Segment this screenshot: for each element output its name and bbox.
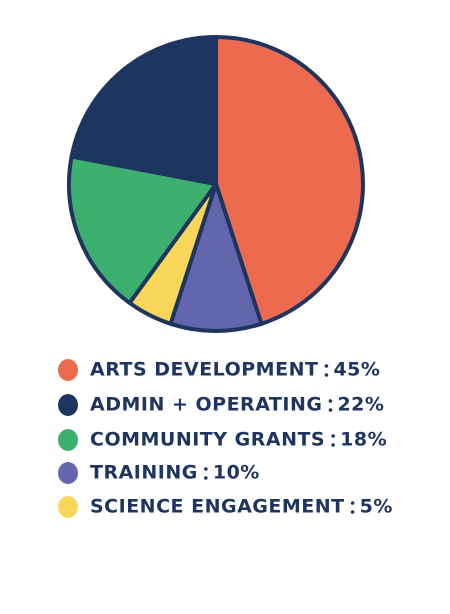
legend-value: 10%: [213, 462, 260, 484]
legend-label: ARTS DEVELOPMENT: [90, 359, 318, 381]
legend-label: SCIENCE ENGAGEMENT: [90, 496, 345, 518]
legend-colon: [331, 443, 335, 447]
legend-colon: [350, 510, 355, 514]
legend-colon: [328, 399, 333, 403]
legend-value: 22%: [337, 394, 384, 416]
legend-label: COMMUNITY GRANTS: [90, 429, 325, 451]
legend-colon: [328, 408, 333, 412]
legend-value: 45%: [333, 359, 380, 381]
legend-value: 5%: [360, 496, 393, 518]
pie-slice: [69, 35, 218, 186]
legend-swatch: [58, 429, 78, 451]
legend-colon: [324, 373, 329, 377]
legend-colon: [331, 434, 335, 438]
legend-value: 18%: [340, 429, 387, 451]
pie-slice: [67, 154, 218, 305]
pie-slice: [168, 182, 264, 333]
legend-swatch: [58, 359, 78, 381]
legend-colon: [350, 501, 355, 505]
legend-colon: [204, 476, 208, 480]
legend-label: TRAINING: [90, 462, 198, 484]
pie-slice: [214, 35, 365, 326]
legend-swatch: [58, 496, 78, 518]
legend-swatch: [58, 394, 78, 416]
legend-label: ADMIN + OPERATING: [90, 394, 322, 416]
legend-swatch: [58, 462, 78, 484]
legend-colon: [204, 467, 208, 471]
legend-colon: [324, 364, 329, 368]
